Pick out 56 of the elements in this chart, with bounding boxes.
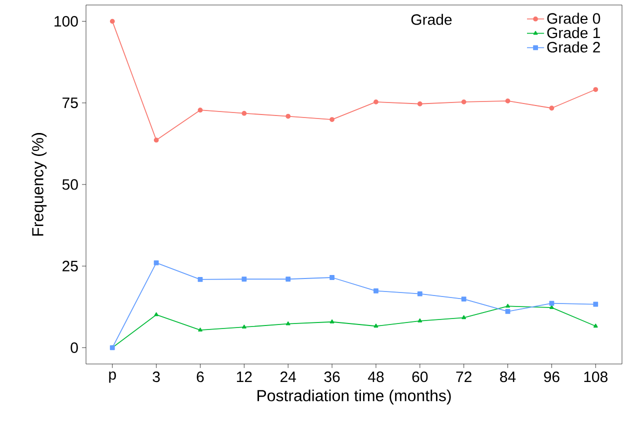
legend-label: Grade 0 bbox=[547, 12, 600, 24]
y-axis-title: Frequency (%) bbox=[32, 133, 47, 236]
point bbox=[374, 99, 378, 104]
x-tick-label: 108 bbox=[584, 372, 608, 382]
point bbox=[417, 291, 422, 296]
point bbox=[593, 87, 598, 92]
point bbox=[549, 106, 554, 111]
y-tick-label: 0 bbox=[70, 342, 78, 353]
point bbox=[242, 276, 247, 282]
point bbox=[286, 321, 290, 326]
point bbox=[417, 101, 422, 106]
x-tick-label: 3 bbox=[152, 372, 160, 382]
point bbox=[374, 324, 378, 328]
legend-title: Grade bbox=[411, 14, 452, 25]
point bbox=[550, 305, 554, 309]
x-tick-label: 84 bbox=[500, 372, 516, 382]
x-tick-label: 36 bbox=[324, 372, 340, 382]
point bbox=[462, 315, 466, 320]
point bbox=[593, 324, 598, 328]
point bbox=[330, 275, 334, 280]
point bbox=[506, 304, 510, 308]
point bbox=[198, 328, 202, 332]
point bbox=[461, 99, 466, 104]
point bbox=[154, 312, 158, 316]
x-tick-label: 6 bbox=[196, 372, 204, 382]
point bbox=[286, 114, 291, 119]
point bbox=[242, 110, 247, 116]
point bbox=[198, 277, 203, 282]
x-tick-label: 24 bbox=[280, 372, 296, 382]
legend-label: Grade 2 bbox=[547, 42, 600, 53]
point bbox=[330, 117, 334, 122]
point bbox=[593, 302, 598, 307]
point bbox=[461, 296, 466, 302]
point bbox=[110, 18, 115, 24]
legend-label: Grade 1 bbox=[547, 27, 600, 38]
y-tick-label: 50 bbox=[62, 179, 78, 190]
y-tick-label: 25 bbox=[62, 260, 78, 272]
x-tick-label: 96 bbox=[544, 372, 560, 382]
point bbox=[374, 288, 378, 294]
point bbox=[242, 324, 246, 329]
y-tick-label: 75 bbox=[62, 98, 78, 108]
x-tick-label: 48 bbox=[368, 372, 384, 382]
point bbox=[505, 308, 510, 314]
y-tick-label: 100 bbox=[54, 16, 78, 27]
x-axis-title: Postradiation time (months) bbox=[258, 390, 451, 404]
point bbox=[286, 276, 291, 282]
point bbox=[330, 319, 334, 324]
point bbox=[154, 138, 159, 143]
x-tick-label: 12 bbox=[236, 372, 252, 382]
x-tick-label: 60 bbox=[412, 372, 428, 382]
point bbox=[154, 260, 159, 266]
point bbox=[418, 318, 422, 322]
x-tick-label: 72 bbox=[456, 372, 472, 382]
point bbox=[505, 98, 510, 104]
x-tick-label: p bbox=[109, 372, 116, 383]
point bbox=[198, 108, 203, 113]
